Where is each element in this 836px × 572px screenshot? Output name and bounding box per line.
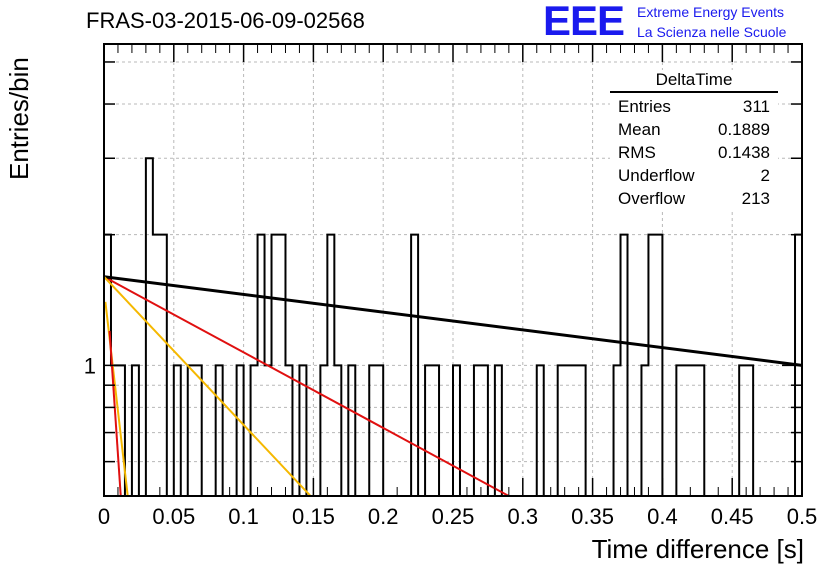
- stats-row-rms: RMS 0.1438: [610, 141, 778, 164]
- stats-row-mean: Mean 0.1889: [610, 118, 778, 141]
- stats-value: 311: [742, 97, 770, 116]
- histogram-layer: [104, 157, 802, 496]
- histogram-outline: [104, 157, 802, 496]
- stats-value: 213: [741, 189, 770, 208]
- chart-title: FRAS-03-2015-06-09-02568: [86, 8, 365, 33]
- stats-value: 0.1438: [718, 143, 770, 162]
- stats-title: DeltaTime: [610, 70, 778, 93]
- fit-line-red-4: [108, 330, 122, 496]
- x-tick-label: 0: [98, 504, 110, 529]
- x-tick-label: 0.05: [152, 504, 195, 529]
- stats-label: Mean: [618, 120, 661, 139]
- x-tick-label: 0.3: [508, 504, 539, 529]
- x-tick-label: 0.2: [368, 504, 399, 529]
- stats-label: RMS: [618, 143, 656, 162]
- axis-layer: 0 0.05 0.1 0.15 0.2 0.25 0.3 0.35 0.4 0.45 0.5 1: [84, 43, 818, 529]
- stats-rows: Entries 311 Mean 0.1889 RMS 0.1438 Underflow 2 O…: [610, 95, 778, 210]
- stats-label: Underflow: [618, 166, 695, 185]
- fit-line-orange-2: [104, 276, 312, 496]
- stats-row-overflow: Overflow 213: [610, 187, 778, 210]
- y-tick-label: 1: [84, 353, 96, 378]
- fit-line-red-0: [104, 275, 510, 496]
- fit-line-black-1: [104, 275, 802, 367]
- stats-label: Entries: [618, 97, 671, 116]
- x-tick-label: 0.15: [292, 504, 335, 529]
- eee-logo-mark: EEE: [543, 0, 625, 44]
- x-tick-label: 0.4: [647, 504, 678, 529]
- logo-line-2: La Scienza nelle Scuole: [637, 24, 787, 40]
- x-tick-label: 0.1: [228, 504, 259, 529]
- stats-value: 2: [760, 166, 770, 185]
- logo-line-1: Extreme Energy Events: [637, 4, 785, 20]
- x-tick-label: 0.25: [432, 504, 475, 529]
- x-axis-label: Time difference [s]: [591, 534, 804, 564]
- stats-row-entries: Entries 311: [610, 95, 778, 118]
- stats-row-underflow: Underflow 2: [610, 164, 778, 187]
- stats-box: DeltaTime Entries 311 Mean 0.1889 RMS 0.1438 U…: [610, 70, 778, 210]
- stats-value: 0.1889: [718, 120, 770, 139]
- x-tick-label: 0.5: [787, 504, 818, 529]
- stats-label: Overflow: [618, 189, 686, 208]
- fit-layer: [104, 275, 802, 496]
- x-tick-label: 0.45: [711, 504, 754, 529]
- x-tick-label: 0.35: [571, 504, 614, 529]
